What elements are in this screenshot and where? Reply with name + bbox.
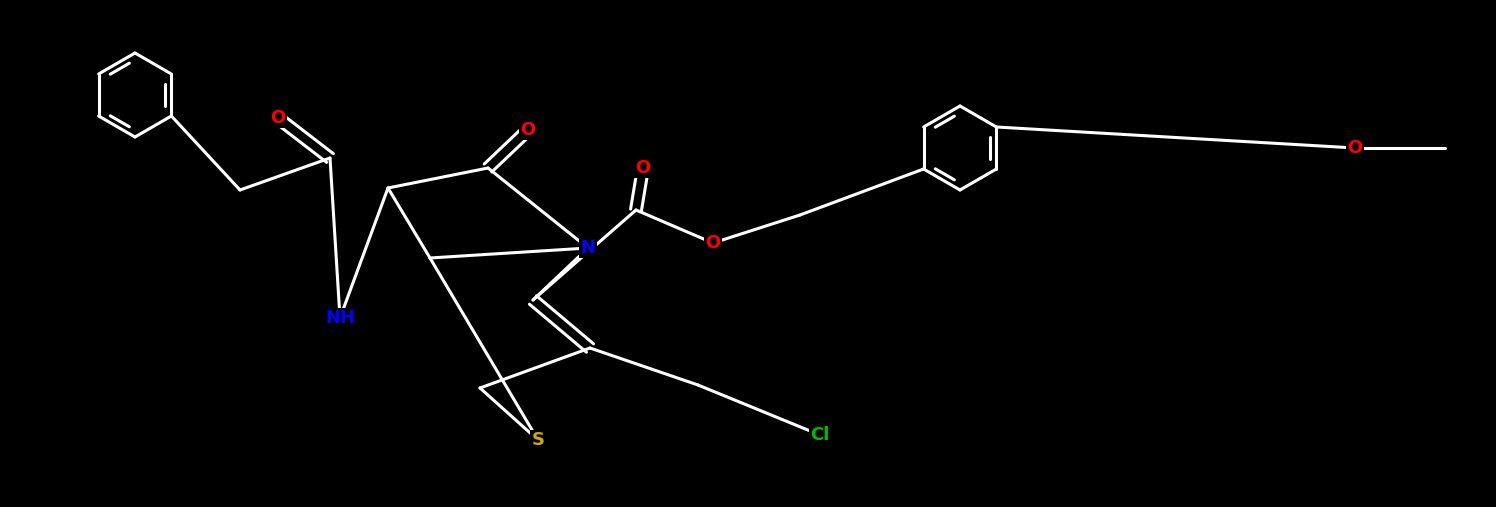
Text: NH: NH	[325, 309, 355, 327]
Text: O: O	[521, 121, 536, 139]
Text: O: O	[271, 109, 286, 127]
Text: O: O	[636, 159, 651, 177]
Text: S: S	[531, 431, 545, 449]
Text: O: O	[1348, 139, 1363, 157]
Text: O: O	[706, 234, 721, 252]
Text: N: N	[580, 239, 595, 257]
Text: Cl: Cl	[811, 426, 830, 444]
